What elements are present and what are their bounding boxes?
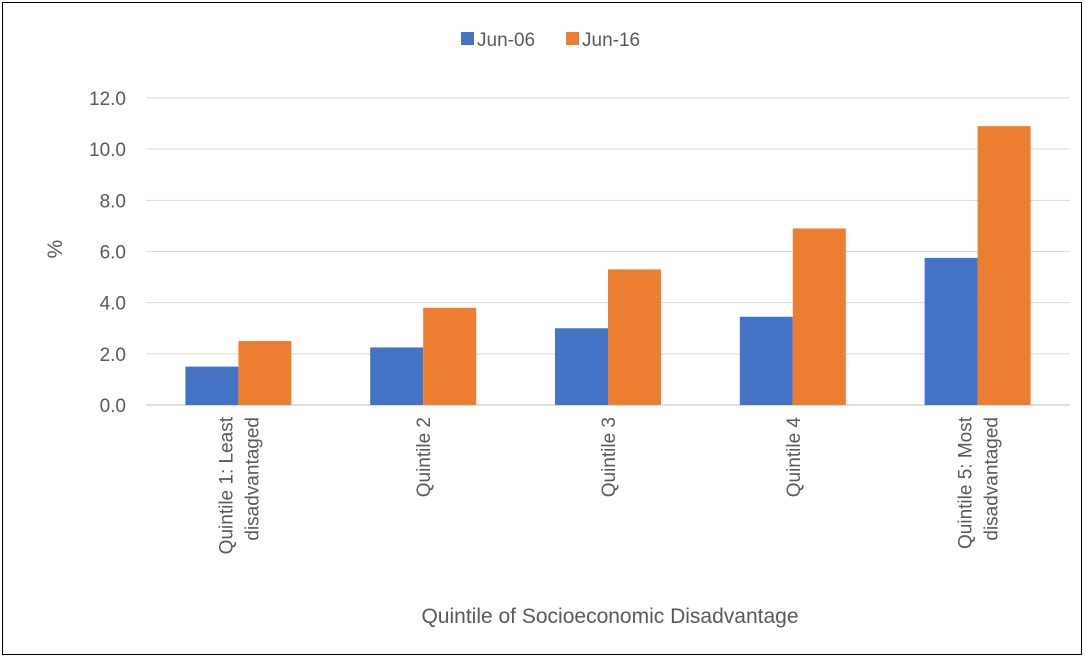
bar-jun-06-1 [185, 366, 239, 405]
x-axis-categories: Quintile 1: Least disadvantaged Quintile 2… [216, 416, 1002, 554]
bar-jun-16-2 [423, 307, 477, 405]
legend-label: Jun-06 [477, 30, 535, 51]
y-tick-label: 0.0 [100, 396, 126, 417]
bar-jun-16-3 [608, 269, 661, 405]
bar-jun-06-4 [739, 316, 793, 405]
legend-swatch [566, 32, 579, 45]
gridlines [146, 97, 1070, 406]
bar-jun-16-1 [238, 341, 292, 405]
y-tick-label: 8.0 [100, 191, 126, 212]
bars [185, 126, 1031, 406]
legend: Jun-06 Jun-16 [461, 30, 640, 51]
x-axis-title: Quintile of Socioeconomic Disadvantage [421, 605, 798, 628]
x-category-label: Quintile 3 [599, 417, 620, 497]
y-tick-label: 12.0 [89, 89, 126, 110]
x-category-label: disadvantaged [242, 417, 263, 541]
bar-jun-06-5 [924, 257, 978, 405]
bar-jun-06-3 [555, 328, 608, 405]
x-category-label: Quintile 4 [784, 417, 805, 498]
x-category-label: Quintile 2 [414, 417, 435, 497]
legend-swatch [461, 32, 474, 45]
bar-jun-06-2 [370, 347, 424, 405]
y-tick-label: 2.0 [100, 345, 126, 366]
y-tick-label: 10.0 [89, 140, 126, 161]
x-category-label: Quintile 1: Least [216, 416, 237, 554]
x-category-label: disadvantaged [982, 417, 1003, 541]
y-tick-label: 4.0 [100, 294, 126, 315]
y-tick-label: 6.0 [100, 243, 126, 264]
bar-jun-16-4 [792, 228, 846, 405]
x-category-label: Quintile 5: Most [956, 416, 977, 549]
legend-label: Jun-16 [582, 30, 640, 51]
y-axis-title: % [44, 240, 67, 259]
bar-jun-16-5 [977, 126, 1031, 406]
y-axis-ticks: 0.0 2.0 4.0 6.0 8.0 10.0 12.0 [89, 89, 126, 417]
